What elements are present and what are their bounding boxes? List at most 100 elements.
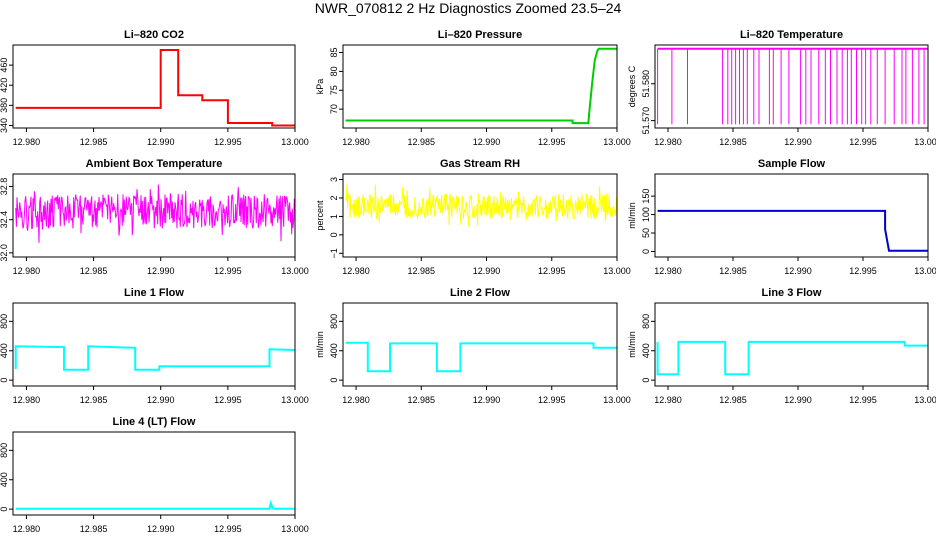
series-line (15, 184, 295, 243)
x-tick-label: 12.990 (784, 266, 812, 276)
panel-title: Li–820 Temperature (740, 29, 843, 41)
y-tick-label: 400 (0, 472, 9, 487)
panel-3: Li–820 Temperature 12.980 12.985 12.990 12.9… (627, 29, 936, 147)
x-tick-label: 12.995 (214, 137, 242, 147)
series-line (14, 345, 295, 371)
y-tick-label: 340 (0, 118, 9, 133)
plot-area (657, 47, 928, 125)
series-line (345, 47, 617, 125)
page-title: NWR_070812 2 Hz Diagnostics Zoomed 23.5–… (314, 0, 622, 16)
x-tick-label: 12.980 (654, 266, 682, 276)
x-tick-label: 12.980 (13, 524, 41, 534)
plot-frame (12, 431, 296, 516)
y-tick-label: 400 (0, 343, 9, 358)
y-tick-label: 70 (329, 104, 339, 114)
x-tick-label: 12.980 (13, 395, 41, 405)
x-tick-label: 12.990 (473, 137, 501, 147)
y-axis-label: ml/min (627, 331, 637, 358)
x-tick-label: 12.985 (408, 395, 436, 405)
panel-5: Gas Stream RH 12.980 12.985 12.990 12.995 13.… (315, 158, 631, 276)
x-tick-label: 13.000 (281, 266, 309, 276)
panel-2: Li–820 Pressure 12.980 12.985 12.990 12.995 1… (315, 29, 631, 147)
x-tick-label: 12.980 (342, 266, 370, 276)
panel-title: Line 3 Flow (762, 287, 822, 299)
y-tick-label: 85 (329, 48, 339, 58)
x-tick-label: 12.990 (784, 395, 812, 405)
x-tick-label: 12.995 (849, 395, 877, 405)
x-tick-label: 13.000 (603, 137, 631, 147)
plot-frame (654, 44, 929, 129)
x-tick-label: 12.990 (147, 137, 175, 147)
x-tick-label: 12.990 (473, 266, 501, 276)
y-tick-label: 800 (0, 443, 9, 458)
panel-6: Sample Flow 12.980 12.985 12.990 12.995 13.00… (627, 158, 936, 276)
plot-area (14, 345, 295, 371)
x-tick-label: 12.985 (408, 137, 436, 147)
y-tick-label: 0 (329, 378, 339, 383)
x-tick-label: 12.990 (473, 395, 501, 405)
x-tick-label: 12.980 (654, 137, 682, 147)
y-tick-label: 800 (0, 314, 9, 329)
x-tick-label: 13.000 (281, 524, 309, 534)
plot-frame (12, 302, 296, 387)
x-tick-label: 13.000 (914, 137, 936, 147)
plot-area (15, 184, 295, 243)
x-tick-label: 12.985 (80, 395, 108, 405)
y-tick-label: 420 (0, 78, 9, 93)
panel-title: Gas Stream RH (440, 158, 520, 170)
panel-9: Line 3 Flow 12.980 12.985 12.990 12.995 13.00… (627, 287, 936, 405)
y-tick-label: 80 (329, 66, 339, 76)
x-tick-label: 12.995 (849, 137, 877, 147)
plot-area (345, 47, 617, 125)
series-line (15, 49, 295, 127)
panel-7: Line 1 Flow 12.980 12.985 12.990 12.995 13.00… (0, 287, 309, 405)
y-tick-label: 800 (329, 314, 339, 329)
plot-area (15, 499, 295, 510)
x-tick-label: 13.000 (914, 395, 936, 405)
x-tick-label: 12.985 (719, 395, 747, 405)
y-tick-label: 2 (329, 195, 339, 200)
y-tick-label: 32.4 (0, 211, 9, 229)
x-tick-label: 12.995 (538, 395, 566, 405)
panel-8: Line 2 Flow 12.980 12.985 12.990 12.995 13.00… (315, 287, 631, 405)
panel-title: Sample Flow (758, 158, 826, 170)
x-tick-label: 13.000 (603, 395, 631, 405)
y-axis-label: degrees C (627, 65, 637, 107)
y-tick-label: 380 (0, 98, 9, 113)
y-tick-label: 32.0 (0, 244, 9, 262)
x-tick-label: 12.995 (214, 266, 242, 276)
plot-frame (342, 173, 618, 258)
x-tick-label: 12.985 (719, 137, 747, 147)
series-line (657, 209, 928, 252)
y-tick-label: 51.580 (641, 70, 651, 98)
y-tick-label: 100 (641, 207, 651, 222)
x-tick-label: 12.980 (342, 137, 370, 147)
series-line (656, 340, 928, 376)
plot-area (15, 49, 295, 127)
plot-area (345, 184, 617, 227)
x-tick-label: 12.995 (538, 266, 566, 276)
plot-frame (12, 173, 296, 258)
plot-frame (654, 173, 929, 258)
panel-4: Ambient Box Temperature 12.980 12.985 12.99… (0, 158, 309, 276)
x-tick-label: 12.995 (849, 266, 877, 276)
y-tick-label: 0 (0, 507, 9, 512)
y-axis-label: kPa (315, 79, 325, 95)
panel-title: Line 4 (LT) Flow (113, 416, 196, 428)
panel-title: Li–820 Pressure (438, 29, 522, 41)
x-tick-label: 12.990 (147, 266, 175, 276)
x-tick-label: 12.980 (13, 137, 41, 147)
series-line (345, 184, 617, 227)
panel-title: Li–820 CO2 (124, 29, 184, 41)
y-axis-label: ml/min (627, 202, 637, 229)
y-tick-label: 0 (641, 249, 651, 254)
x-tick-label: 12.995 (214, 395, 242, 405)
plot-area (656, 340, 928, 376)
y-tick-label: 32.8 (0, 178, 9, 196)
x-tick-label: 12.985 (80, 524, 108, 534)
y-tick-label: 0 (329, 232, 339, 237)
y-axis-label: ml/min (315, 331, 325, 358)
plot-frame (342, 44, 618, 129)
x-tick-label: 12.985 (719, 266, 747, 276)
